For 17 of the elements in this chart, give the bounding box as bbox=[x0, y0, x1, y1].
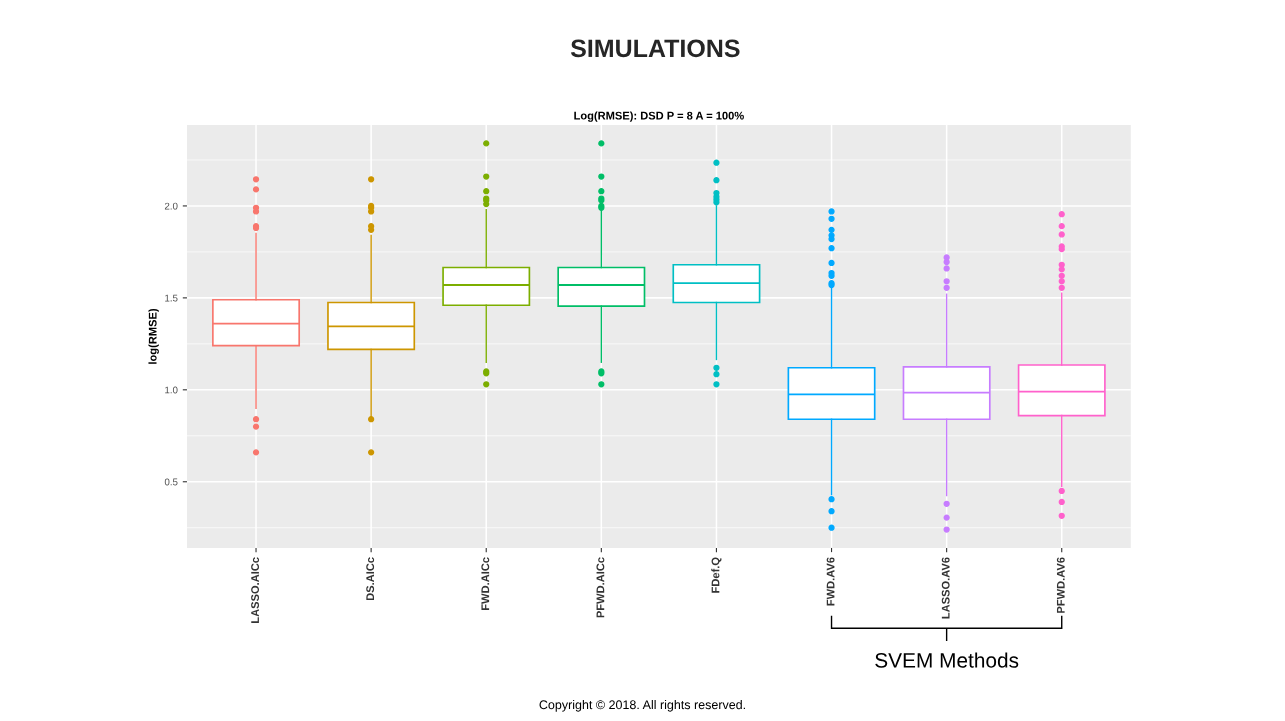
x-tick-label: DS.AICc bbox=[366, 557, 375, 601]
y-tick-label: 0.5 bbox=[164, 478, 178, 486]
y-axis-title: log(RMSE) bbox=[148, 308, 159, 364]
x-tick-label: LASSO.AICc bbox=[251, 557, 260, 623]
text: Copyright © 2018. All rights reserved. bbox=[539, 699, 745, 712]
x-tick-label: PFWD.AICc bbox=[596, 557, 605, 618]
text: SVEM Methods bbox=[875, 652, 1019, 668]
y-tick-label: 1.0 bbox=[165, 386, 178, 394]
y-tick-label: 2.0 bbox=[164, 202, 178, 210]
x-tick-label: PFWD.AV6 bbox=[1056, 557, 1065, 613]
x-tick-label: LASSO.AV6 bbox=[941, 557, 950, 619]
y-tick-label: 1.5 bbox=[165, 294, 178, 302]
chart-subtitle: Log(RMSE): DSD P = 8 A = 100% bbox=[574, 111, 744, 122]
x-tick-label: FDef.Q bbox=[711, 557, 722, 593]
x-tick-label: FWD.AICc bbox=[481, 557, 490, 610]
chart-title: SIMULATIONS bbox=[570, 39, 740, 58]
x-tick-label: FWD.AV6 bbox=[826, 557, 835, 606]
